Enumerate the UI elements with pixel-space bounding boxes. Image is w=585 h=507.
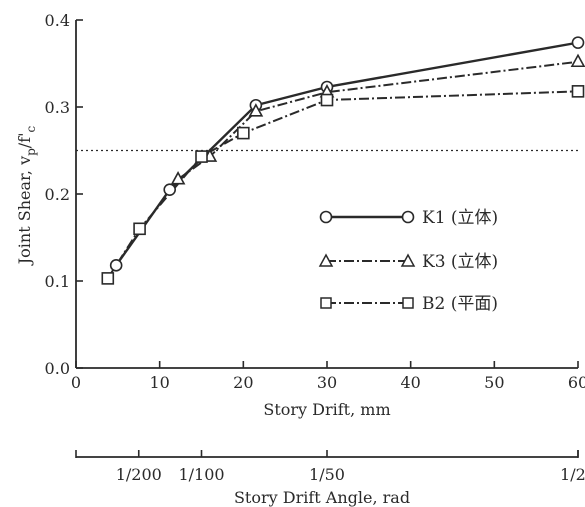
y-tick-label: 0.2 xyxy=(45,185,70,204)
data-point-square xyxy=(571,85,585,98)
y-tick-label: 0.3 xyxy=(45,98,70,117)
y-axis-title: Joint Shear, vp/f'c xyxy=(15,125,38,266)
secondary-tick-label: 1/25 xyxy=(560,465,585,484)
legend-label-k1: K1 (立体) xyxy=(422,208,498,228)
legend-item-b2: B2 (平面) xyxy=(320,294,498,314)
x-tick-label: 20 xyxy=(233,373,253,392)
data-point-circle xyxy=(163,183,177,196)
y-axis-title-sub: p xyxy=(24,148,38,156)
x-tick-label: 10 xyxy=(149,373,169,392)
series-line-0 xyxy=(115,41,579,267)
data-point-square xyxy=(133,222,146,236)
secondary-axis-ticks: 1/200 1/100 1/50 1/25 xyxy=(116,450,585,484)
data-point-square xyxy=(320,93,334,107)
legend-label-b2: B2 (平面) xyxy=(422,294,498,314)
data-point-triangle xyxy=(570,53,585,68)
secondary-tick-label: 1/50 xyxy=(309,465,345,484)
legend-marker-b2 xyxy=(320,297,332,309)
data-point-triangle xyxy=(170,171,186,185)
legend-marker-k1 xyxy=(319,210,333,224)
legend-marker-k3 xyxy=(318,253,334,267)
y-axis-title-sub2: c xyxy=(24,125,38,132)
x-tick-label: 50 xyxy=(484,373,504,392)
series-line-1 xyxy=(177,60,579,181)
legend-marker-k1-end xyxy=(401,210,415,224)
data-point-square xyxy=(101,272,115,285)
legend-label-k3: K3 (立体) xyxy=(422,252,498,272)
series-markers xyxy=(101,36,585,285)
data-point-triangle xyxy=(248,103,264,117)
data-point-square xyxy=(195,150,208,163)
secondary-axis-title: Story Drift Angle, rad xyxy=(234,488,410,507)
data-point-circle xyxy=(109,259,123,272)
legend: K1 (立体) K3 (立体) B2 (平面) xyxy=(318,208,498,314)
data-point-circle xyxy=(571,36,585,49)
y-tick-label: 0.4 xyxy=(45,11,70,30)
series-lines xyxy=(106,41,579,279)
y-tick-label: 0.1 xyxy=(45,272,70,291)
legend-marker-k3-end xyxy=(400,253,416,267)
y-tick-label: 0.0 xyxy=(45,359,70,378)
x-tick-label: 0 xyxy=(71,373,81,392)
legend-marker-b2-end xyxy=(402,297,414,309)
legend-item-k3: K3 (立体) xyxy=(318,252,498,272)
x-tick-label: 30 xyxy=(317,373,337,392)
x-ticks: 0 10 20 30 40 50 60 xyxy=(71,361,585,392)
x-tick-label: 40 xyxy=(400,373,420,392)
legend-item-k1: K1 (立体) xyxy=(319,208,498,228)
x-tick-label: 60 xyxy=(568,373,585,392)
y-ticks: 0.0 0.1 0.2 0.3 0.4 xyxy=(45,11,83,378)
data-point-square xyxy=(237,126,250,140)
y-axis-title-main: Joint Shear, v xyxy=(15,156,34,266)
secondary-tick-label: 1/100 xyxy=(178,465,224,484)
x-axis-title: Story Drift, mm xyxy=(263,400,390,419)
series-line-2 xyxy=(106,90,579,279)
y-axis-title-slash: /f' xyxy=(15,132,34,148)
secondary-tick-label: 1/200 xyxy=(116,465,162,484)
